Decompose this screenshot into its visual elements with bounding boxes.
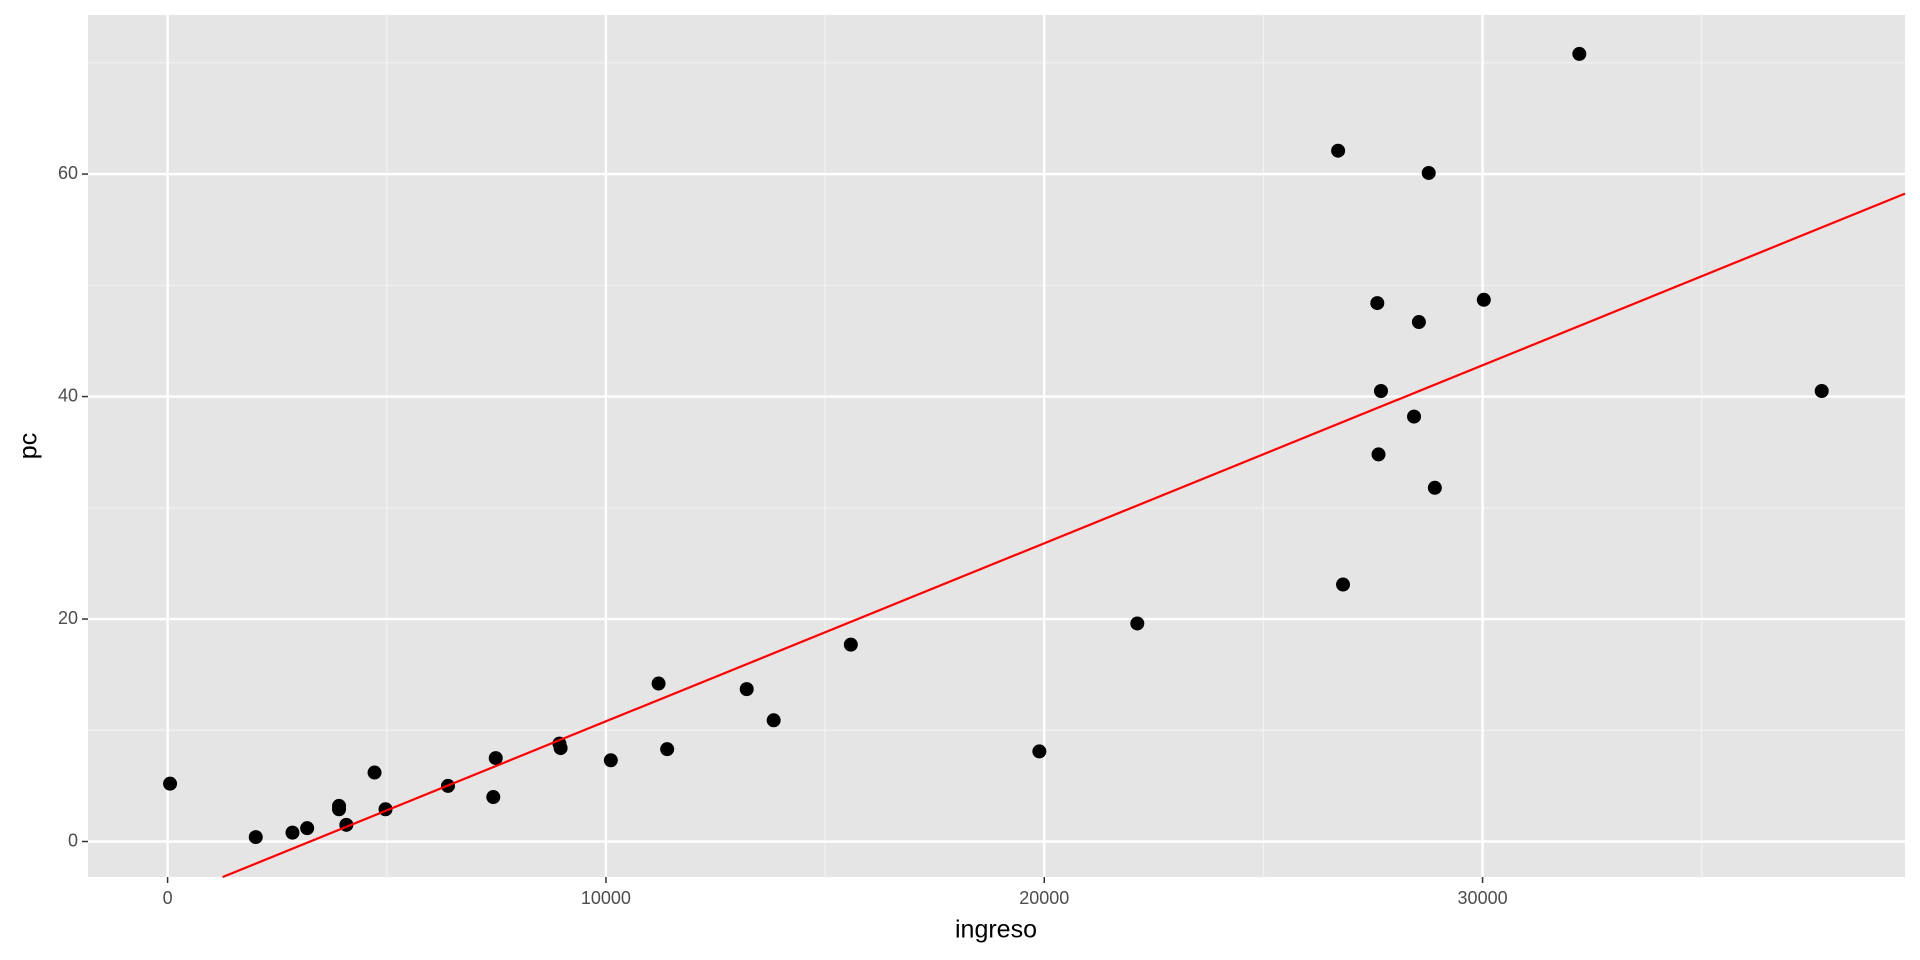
point — [1411, 315, 1426, 330]
point — [248, 830, 263, 845]
point — [1407, 409, 1422, 424]
point — [163, 776, 178, 791]
fit-line — [222, 192, 1906, 879]
point — [1371, 447, 1386, 462]
point — [651, 676, 666, 691]
x-tick-label: 0 — [163, 888, 173, 908]
point — [1130, 616, 1145, 631]
point — [1373, 383, 1388, 398]
y-tick-label: 0 — [68, 830, 78, 850]
point — [1476, 292, 1491, 307]
point — [1336, 577, 1351, 592]
x-tick-label: 20000 — [1019, 888, 1069, 908]
point — [553, 741, 568, 756]
point — [1572, 46, 1587, 61]
point — [488, 751, 503, 766]
point — [1814, 383, 1829, 398]
point — [660, 742, 675, 757]
y-tick-label: 40 — [58, 385, 78, 405]
point — [1421, 165, 1436, 180]
y-tick-label: 20 — [58, 608, 78, 628]
point — [1427, 480, 1442, 495]
point — [603, 753, 618, 768]
x-tick-label: 30000 — [1458, 888, 1508, 908]
plot-panel — [88, 15, 1905, 877]
point — [843, 637, 858, 652]
point — [1370, 296, 1385, 311]
point — [486, 790, 501, 805]
point — [332, 802, 347, 817]
point — [1331, 143, 1346, 158]
point — [367, 765, 382, 780]
point — [739, 682, 754, 697]
y-tick-label: 60 — [58, 163, 78, 183]
y-axis-title: pc — [15, 433, 43, 459]
point — [1032, 744, 1047, 759]
point — [766, 713, 781, 728]
x-axis-title: ingreso — [955, 916, 1037, 944]
point — [285, 825, 300, 840]
point — [300, 821, 315, 836]
x-tick-label: 10000 — [581, 888, 631, 908]
